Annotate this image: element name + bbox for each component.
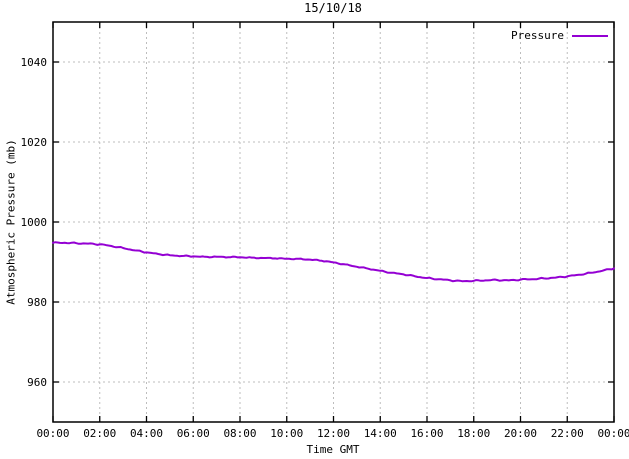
y-tick-label: 1000 [20,215,48,229]
x-tick-label: 20:00 [503,427,538,440]
x-axis-label: Time GMT [306,443,360,456]
y-tick-label: 960 [27,375,47,389]
y-tick-label: 980 [27,295,47,309]
legend: Pressure [511,29,608,42]
x-tick-label: 00:00 [597,427,629,440]
x-tick-label: 02:00 [83,427,117,440]
x-tick-label: 14:00 [363,427,397,440]
legend-series-label: Pressure [511,29,564,42]
x-tick-label: 12:00 [316,427,351,440]
x-tick-label: 16:00 [410,427,444,440]
x-tick-label: 22:00 [550,427,584,440]
chart-title: 15/10/18 [304,1,362,15]
x-tick-label: 06:00 [176,427,210,440]
x-tick-label: 10:00 [270,427,304,440]
legend-line-sample-icon [572,34,608,37]
pressure-line [52,241,615,283]
x-tick-label: 04:00 [129,427,164,440]
x-tick-label: 18:00 [457,427,491,440]
y-tick-label: 1020 [20,135,48,149]
x-tick-label: 00:00 [36,427,70,440]
x-tick-label: 08:00 [223,427,257,440]
y-tick-label: 1040 [20,55,48,69]
